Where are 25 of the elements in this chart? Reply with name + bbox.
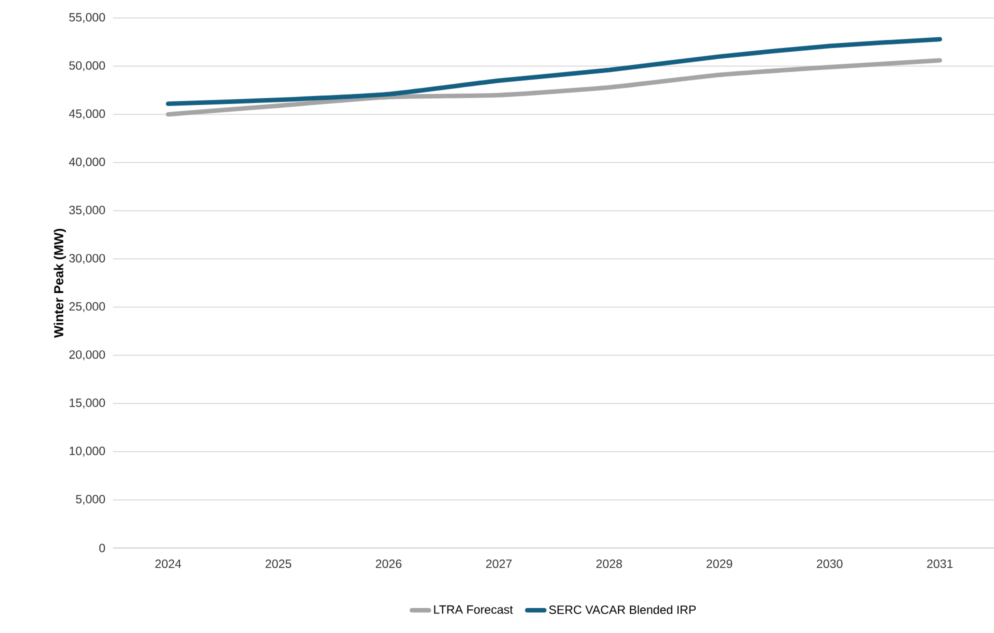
- y-tick-label: 10,000: [70, 446, 105, 457]
- y-tick-label: 5,000: [76, 494, 105, 505]
- x-tick-label: 2024: [155, 560, 182, 568]
- x-tick-label: 2030: [816, 560, 843, 568]
- y-tick-label: 50,000: [69, 61, 105, 72]
- line-series: [166, 58, 942, 117]
- y-tick-label: 25,000: [69, 302, 105, 312]
- y-tick-label: 45,000: [69, 109, 105, 120]
- y-tick-label: 30,000: [69, 254, 105, 264]
- line-series: [166, 36, 942, 106]
- y-tick-label: 35,000: [69, 206, 105, 216]
- y-axis-title: Winter Peak (MW): [54, 228, 66, 338]
- y-tick-label: 15,000: [70, 398, 105, 408]
- x-tick-label: 2031: [927, 560, 953, 568]
- x-tick-label: 2027: [486, 560, 512, 568]
- y-tick-label: 20,000: [69, 350, 105, 360]
- y-tick-label: 55,000: [69, 13, 105, 23]
- x-tick-label: 2026: [376, 560, 402, 568]
- legend-label: SERC VACAR Blended IRP: [549, 605, 696, 614]
- y-tick-label: 0: [99, 544, 106, 552]
- y-tick-label: 40,000: [69, 158, 105, 168]
- x-tick-label: 2029: [706, 560, 732, 568]
- x-tick-label: 2028: [596, 560, 622, 568]
- legend-label: LTRA Forecast: [434, 605, 513, 614]
- x-tick-label: 2025: [266, 560, 292, 568]
